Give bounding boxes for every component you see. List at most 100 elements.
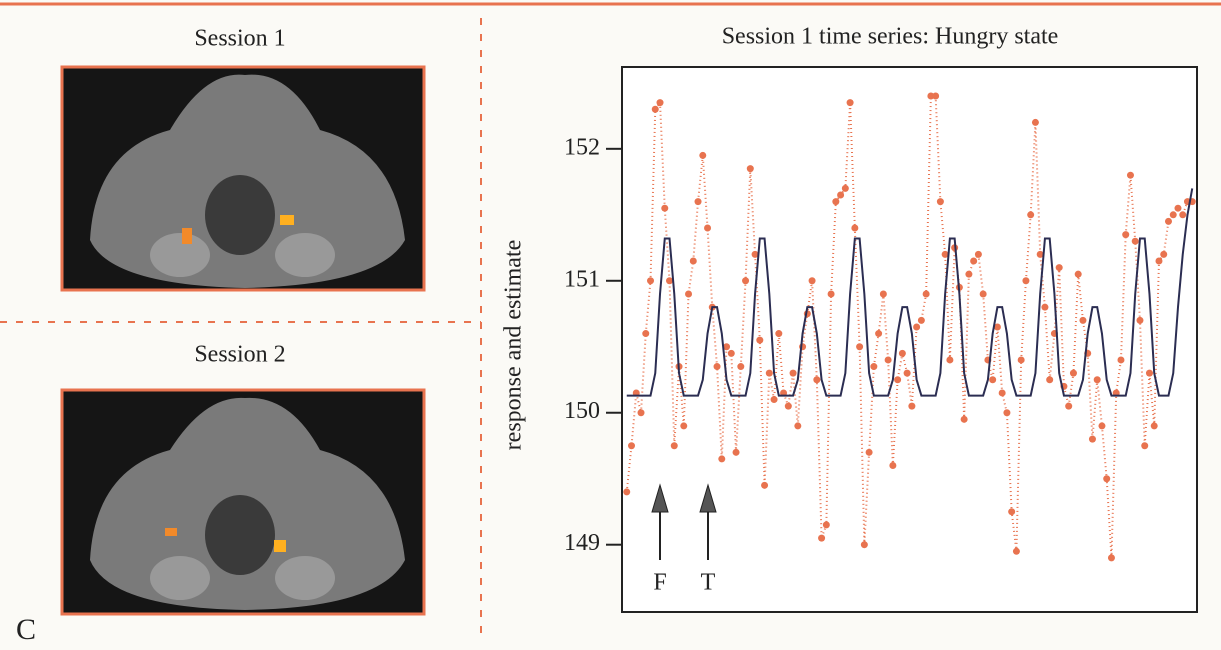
data-point — [875, 330, 883, 338]
y-tick-label: 152 — [564, 134, 600, 160]
panel-label: C — [16, 613, 36, 646]
brain-image — [60, 65, 426, 292]
data-point — [775, 330, 783, 338]
data-point — [661, 204, 669, 212]
data-point — [1069, 369, 1077, 377]
data-point — [704, 224, 712, 232]
data-point — [856, 343, 864, 351]
data-point — [651, 105, 659, 113]
data-point — [932, 92, 940, 100]
data-point — [822, 521, 830, 529]
data-point — [974, 250, 982, 258]
data-point — [832, 198, 840, 206]
data-point — [727, 349, 735, 357]
data-point — [808, 277, 816, 285]
y-tick-label: 149 — [564, 530, 600, 556]
data-point — [1122, 231, 1130, 239]
data-point — [917, 316, 925, 324]
data-point — [870, 363, 878, 371]
brain — [150, 556, 210, 600]
image-title: Session 1 — [194, 26, 285, 52]
data-point — [732, 448, 740, 456]
data-point — [965, 270, 973, 278]
arrow-head — [651, 483, 669, 513]
data-point — [623, 488, 631, 496]
data-point — [946, 356, 954, 364]
data-point — [851, 224, 859, 232]
data-point — [818, 534, 826, 542]
data-point — [694, 198, 702, 206]
data-point — [1046, 376, 1054, 384]
data-point — [637, 409, 645, 417]
data-point — [756, 336, 764, 344]
data-point — [1012, 547, 1020, 555]
data-point — [993, 323, 1001, 331]
data-point — [770, 396, 778, 404]
data-point — [794, 422, 802, 430]
data-point — [1150, 422, 1158, 430]
data-point — [1079, 316, 1087, 324]
data-point — [1103, 475, 1111, 483]
arrow-head — [699, 483, 717, 513]
data-point — [723, 343, 731, 351]
data-point — [898, 349, 906, 357]
brain-image — [60, 388, 426, 616]
data-point — [742, 277, 750, 285]
data-point — [1041, 303, 1049, 311]
annotation: T — [701, 570, 716, 596]
data-point — [685, 290, 693, 298]
data-point — [1017, 356, 1025, 364]
data-point — [1003, 409, 1011, 417]
activation — [280, 215, 294, 225]
data-point — [737, 363, 745, 371]
data-point — [941, 250, 949, 258]
data-point — [1179, 211, 1187, 219]
data-point — [761, 481, 769, 489]
data-point — [865, 448, 873, 456]
data-point — [666, 277, 674, 285]
data-point — [1155, 257, 1163, 265]
brain — [275, 233, 335, 277]
data-point — [913, 323, 921, 331]
data-point — [894, 376, 902, 384]
data-point — [670, 442, 678, 450]
data-point — [628, 442, 636, 450]
annotation: F — [653, 570, 666, 596]
data-point — [1088, 435, 1096, 443]
data-point — [1107, 554, 1115, 562]
data-point — [1093, 376, 1101, 384]
data-point — [1126, 171, 1134, 179]
data-point — [680, 422, 688, 430]
data-point — [1141, 442, 1149, 450]
data-point — [1031, 118, 1039, 126]
data-point — [827, 290, 835, 298]
data-point — [1055, 264, 1063, 272]
data-point — [1036, 250, 1044, 258]
data-point — [1027, 211, 1035, 219]
data-point — [1065, 402, 1073, 410]
data-point — [718, 455, 726, 463]
series-line — [626, 188, 1194, 397]
data-point — [746, 165, 754, 173]
data-point — [1098, 422, 1106, 430]
data-point — [713, 363, 721, 371]
data-point — [1174, 204, 1182, 212]
data-point — [1008, 508, 1016, 516]
data-point — [936, 198, 944, 206]
data-point — [1022, 277, 1030, 285]
chart-title: Session 1 time series: Hungry state — [722, 24, 1059, 50]
data-point — [1145, 369, 1153, 377]
brain — [205, 175, 275, 255]
activation — [182, 228, 192, 244]
data-point — [998, 389, 1006, 397]
activation — [165, 528, 177, 536]
data-point — [846, 99, 854, 107]
series-line — [625, 95, 1193, 558]
brain — [150, 233, 210, 277]
data-point — [1169, 211, 1177, 219]
data-point — [1160, 250, 1168, 258]
data-point — [656, 99, 664, 107]
data-point — [884, 356, 892, 364]
data-point — [813, 376, 821, 384]
